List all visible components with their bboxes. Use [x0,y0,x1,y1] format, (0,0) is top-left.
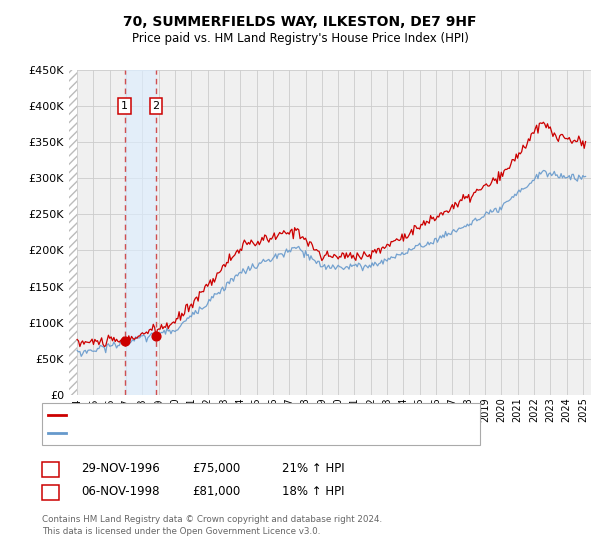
Text: Contains HM Land Registry data © Crown copyright and database right 2024.: Contains HM Land Registry data © Crown c… [42,515,382,524]
Bar [69,70,77,395]
Text: 2: 2 [47,485,54,498]
Text: Price paid vs. HM Land Registry's House Price Index (HPI): Price paid vs. HM Land Registry's House … [131,31,469,45]
Text: 21% ↑ HPI: 21% ↑ HPI [282,462,344,475]
Text: 18% ↑ HPI: 18% ↑ HPI [282,485,344,498]
Bar [125,70,156,395]
Text: £81,000: £81,000 [192,485,240,498]
Text: 2: 2 [152,101,160,111]
Text: HPI: Average price, detached house, Erewash: HPI: Average price, detached house, Erew… [71,428,308,438]
Text: 1: 1 [47,462,54,475]
Text: 06-NOV-1998: 06-NOV-1998 [81,485,160,498]
Text: This data is licensed under the Open Government Licence v3.0.: This data is licensed under the Open Gov… [42,528,320,536]
Point [120,336,130,345]
Text: £75,000: £75,000 [192,462,240,475]
Point [151,332,161,341]
Text: 1: 1 [121,101,128,111]
Text: 70, SUMMERFIELDS WAY, ILKESTON, DE7 9HF (detached house): 70, SUMMERFIELDS WAY, ILKESTON, DE7 9HF … [71,410,401,420]
Text: 29-NOV-1996: 29-NOV-1996 [81,462,160,475]
Text: 70, SUMMERFIELDS WAY, ILKESTON, DE7 9HF: 70, SUMMERFIELDS WAY, ILKESTON, DE7 9HF [123,15,477,29]
